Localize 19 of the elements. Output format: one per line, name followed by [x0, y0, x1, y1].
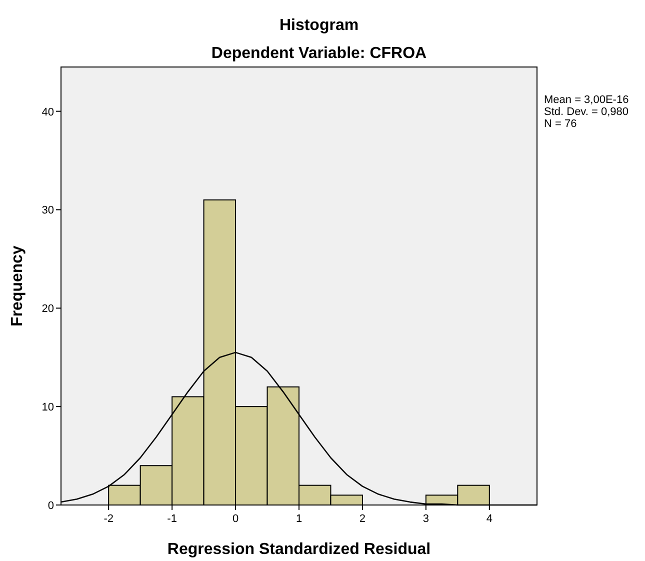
text: Std. Dev. = 0,980	[544, 106, 628, 118]
x-axis-title: Regression Standardized Residual	[167, 541, 431, 558]
x-tick-label: -1	[167, 513, 177, 525]
x-tick-label: 4	[486, 513, 492, 525]
x-tick-label: 0	[232, 513, 239, 525]
text: Mean = 3,00E-16	[544, 94, 629, 106]
x-tick-label: 1	[296, 513, 302, 525]
chart-subtitle: Dependent Variable: CFROA	[211, 45, 428, 62]
chart-title: Histogram	[279, 17, 359, 34]
y-axis-title: Frequency	[9, 245, 26, 326]
text: N = 76	[544, 118, 577, 130]
x-tick-label: 3	[422, 513, 429, 525]
x-tick-label: 2	[359, 513, 366, 525]
y-tick-label: 20	[42, 303, 54, 316]
y-tick-label: 0	[48, 500, 54, 512]
y-tick-label: 10	[42, 402, 54, 414]
y-tick-label: 40	[42, 106, 54, 118]
x-tick-label: -2	[104, 513, 114, 525]
y-tick-label: 30	[42, 204, 54, 217]
